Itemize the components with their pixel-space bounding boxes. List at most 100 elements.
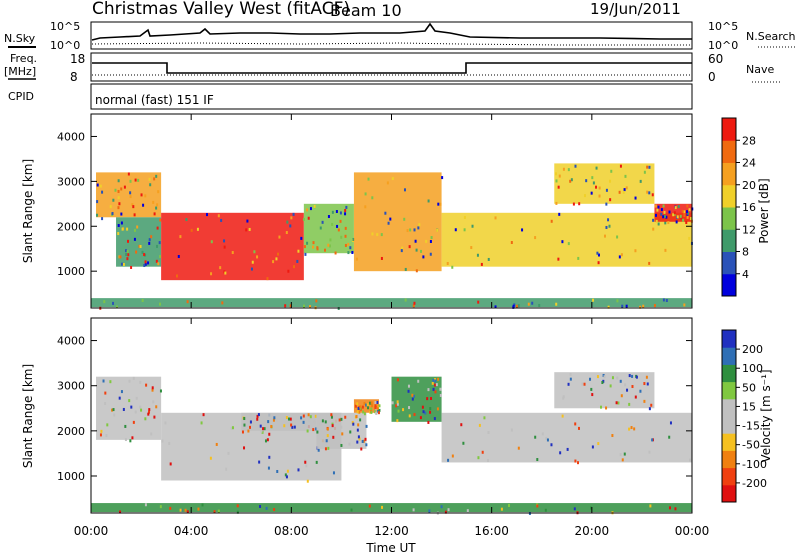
scatter-speckle	[361, 405, 364, 409]
scatter-speckle	[156, 226, 159, 230]
scatter-speckle	[534, 435, 537, 439]
scatter-speckle	[278, 235, 281, 239]
scatter-speckle	[306, 479, 309, 483]
scatter-speckle	[344, 208, 347, 212]
scatter-speckle	[619, 379, 622, 383]
scatter-speckle	[293, 265, 296, 269]
scatter-speckle	[175, 274, 178, 278]
scatter-speckle	[157, 262, 160, 266]
scatter-speckle	[439, 393, 442, 397]
scatter-speckle	[415, 248, 418, 252]
scatter-speckle	[351, 421, 354, 425]
scatter-speckle	[572, 202, 575, 206]
freq-tick-top: 18	[70, 52, 85, 66]
scatter-speckle	[260, 429, 263, 433]
scatter-speckle	[669, 421, 672, 425]
scatter-speckle	[624, 383, 627, 387]
scatter-speckle	[155, 206, 158, 210]
scatter-speckle	[344, 243, 347, 247]
scatter-speckle	[546, 438, 549, 442]
scatter-speckle	[591, 445, 594, 449]
scatter-speckle	[264, 439, 267, 443]
scatter-speckle	[312, 241, 315, 245]
scatter-speckle	[683, 210, 686, 214]
colorbar-segment	[722, 140, 736, 163]
scatter-speckle	[132, 205, 135, 209]
velocity-ylabel: Slant Range [km]	[21, 364, 35, 468]
power-colorbar-tick: 24	[742, 157, 756, 170]
scatter-speckle	[600, 405, 603, 409]
scatter-speckle	[374, 410, 377, 414]
scatter-speckle	[413, 301, 416, 305]
scatter-speckle	[554, 172, 557, 176]
scatter-speckle	[605, 225, 608, 229]
scatter-speckle	[209, 456, 212, 460]
scatter-speckle	[652, 218, 655, 222]
scatter-speckle	[365, 403, 368, 407]
scatter-speckle	[331, 222, 334, 226]
scatter-speckle	[105, 434, 108, 438]
scatter-speckle	[338, 418, 341, 422]
scatter-speckle	[527, 302, 530, 306]
scatter-speckle	[341, 432, 344, 436]
scatter-speckle	[158, 241, 161, 245]
y-tick-label: 2000	[57, 220, 85, 233]
scatter-speckle	[220, 218, 223, 222]
scatter-speckle	[363, 401, 366, 405]
scatter-speckle	[231, 426, 234, 430]
freq-label: Freq.	[10, 52, 37, 65]
power-region	[353, 172, 442, 272]
scatter-speckle	[111, 211, 114, 215]
scatter-speckle	[664, 221, 667, 225]
scatter-speckle	[112, 301, 115, 305]
x-tick-label: 00:00	[675, 524, 710, 538]
power-region	[116, 217, 162, 267]
scatter-speckle	[337, 228, 340, 232]
scatter-speckle	[590, 191, 593, 195]
scatter-speckle	[597, 261, 600, 265]
scatter-speckle	[648, 450, 651, 454]
scatter-speckle	[517, 446, 520, 450]
scatter-speckle	[150, 432, 153, 436]
scatter-speckle	[512, 305, 515, 309]
velocity-colorbar-tick: -200	[742, 477, 767, 490]
scatter-speckle	[628, 374, 631, 378]
scatter-speckle	[463, 228, 466, 232]
scatter-speckle	[101, 190, 104, 194]
scatter-speckle	[635, 375, 638, 379]
scatter-speckle	[321, 419, 324, 423]
scatter-speckle	[534, 236, 537, 240]
scatter-speckle	[329, 238, 332, 242]
scatter-speckle	[396, 419, 399, 423]
velocity-colorbar-tick: -15	[742, 420, 760, 433]
scatter-speckle	[262, 427, 265, 431]
scatter-speckle	[112, 408, 115, 412]
scatter-speckle	[668, 210, 671, 214]
scatter-speckle	[144, 417, 147, 421]
scatter-speckle	[132, 376, 135, 380]
scatter-speckle	[668, 435, 671, 439]
y-tick-label: 2000	[57, 425, 85, 438]
scatter-speckle	[141, 298, 144, 302]
scatter-speckle	[112, 198, 115, 202]
power-colorbar-tick: 16	[742, 201, 756, 214]
scatter-speckle	[626, 388, 629, 392]
scatter-speckle	[117, 206, 120, 210]
scatter-speckle	[651, 193, 654, 197]
scatter-speckle	[371, 404, 374, 408]
scatter-speckle	[265, 506, 268, 510]
scatter-speckle	[378, 404, 381, 408]
scatter-speckle	[365, 443, 368, 447]
scatter-speckle	[347, 251, 350, 255]
scatter-speckle	[412, 394, 415, 398]
scatter-speckle	[639, 305, 642, 309]
scatter-speckle	[371, 232, 374, 236]
scatter-speckle	[598, 194, 601, 198]
power-colorbar-tick: 28	[742, 134, 756, 147]
scatter-speckle	[531, 301, 534, 305]
scatter-speckle	[592, 181, 595, 185]
scatter-speckle	[179, 235, 182, 239]
scatter-speckle	[605, 202, 608, 206]
scatter-speckle	[407, 389, 410, 393]
